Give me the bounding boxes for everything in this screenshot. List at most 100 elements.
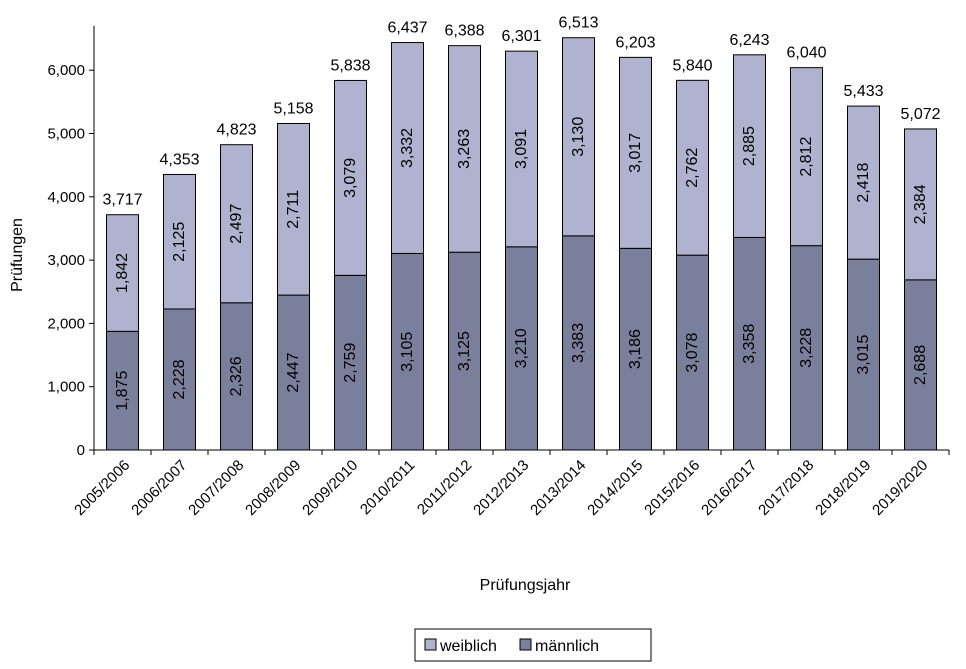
total-label: 5,158: [273, 100, 313, 117]
total-label: 3,717: [102, 192, 142, 209]
bar-weiblich: [106, 214, 139, 332]
x-tick-label: 2015/2016: [641, 457, 703, 519]
total-label: 4,353: [159, 151, 199, 168]
value-label-weiblich: 2,812: [798, 137, 815, 177]
total-label: 6,203: [615, 34, 655, 51]
total-label: 6,437: [387, 20, 427, 37]
y-tick-label: 0: [77, 442, 85, 459]
value-label-weiblich: 1,842: [114, 253, 131, 293]
bar-weiblich: [220, 144, 253, 304]
total-label: 6,243: [729, 32, 769, 49]
value-label-maennlich: 3,078: [684, 332, 701, 372]
value-label-weiblich: 2,762: [684, 148, 701, 188]
y-tick-label: 1,000: [47, 379, 85, 396]
y-tick-label: 5,000: [47, 126, 85, 143]
total-label: 6,301: [501, 28, 541, 45]
bar-weiblich: [448, 45, 481, 253]
x-tick-label: 2012/2013: [470, 457, 532, 519]
total-label: 5,072: [900, 106, 940, 123]
legend-swatch: [519, 638, 532, 651]
bar-maennlich: [505, 246, 538, 451]
value-label-maennlich: 2,688: [912, 345, 929, 385]
bar-weiblich: [505, 50, 538, 248]
value-label-weiblich: 3,263: [456, 129, 473, 169]
bar-weiblich: [676, 79, 709, 256]
total-label: 6,040: [786, 45, 826, 62]
bar-weiblich: [733, 54, 766, 238]
bar-weiblich: [163, 173, 196, 310]
value-label-weiblich: 3,017: [627, 133, 644, 173]
y-tick-label: 6,000: [47, 62, 85, 79]
value-label-weiblich: 2,711: [285, 190, 302, 229]
bar-weiblich: [904, 128, 937, 281]
x-tick-label: 2008/2009: [242, 457, 304, 519]
legend-label: männlich: [535, 638, 599, 655]
bar-weiblich: [277, 122, 310, 296]
value-label-maennlich: 2,759: [342, 343, 359, 383]
y-tick-label: 2,000: [47, 315, 85, 332]
total-label: 5,838: [330, 57, 370, 74]
bar-maennlich: [448, 251, 481, 451]
value-label-weiblich: 2,125: [171, 222, 188, 262]
bar-maennlich: [904, 279, 937, 451]
value-label-maennlich: 3,186: [627, 329, 644, 369]
value-label-maennlich: 2,326: [228, 356, 245, 396]
value-label-weiblich: 2,418: [855, 163, 872, 203]
x-tick-label: 2019/2020: [869, 457, 931, 519]
x-tick-label: 2010/2011: [357, 457, 418, 518]
x-tick-label: 2011/2012: [414, 457, 475, 518]
x-tick-label: 2006/2007: [128, 457, 190, 519]
value-label-maennlich: 3,210: [513, 328, 530, 368]
bar-maennlich: [277, 294, 310, 451]
legend-label: weiblich: [439, 638, 497, 655]
value-label-weiblich: 3,332: [399, 128, 416, 168]
total-label: 5,433: [843, 83, 883, 100]
bar-weiblich: [619, 56, 652, 249]
x-tick-label: 2009/2010: [299, 457, 361, 519]
x-tick-label: 2013/2014: [527, 457, 589, 519]
value-label-maennlich: 3,015: [855, 334, 872, 374]
value-label-weiblich: 3,091: [513, 129, 530, 169]
x-tick-label: 2007/2008: [185, 457, 247, 519]
bar-maennlich: [790, 245, 823, 451]
bar-maennlich: [334, 274, 367, 451]
plot-area: 0 1,000 2,000 3,000 4,000 5,000 6,000 1,875 1,84…: [47, 15, 950, 519]
y-axis-label: Prüfungen: [9, 218, 26, 292]
bar-weiblich: [391, 42, 424, 254]
bar-maennlich: [391, 252, 424, 451]
x-tick-label: 2005/2006: [71, 457, 133, 519]
x-tick-label: 2016/2017: [698, 457, 760, 519]
value-label-maennlich: 1,875: [114, 371, 131, 411]
total-label: 4,823: [216, 122, 256, 139]
value-label-weiblich: 2,885: [741, 126, 758, 166]
value-label-maennlich: 3,125: [456, 331, 473, 371]
value-label-maennlich: 2,447: [285, 352, 302, 392]
bar-maennlich: [163, 308, 196, 451]
bar-weiblich: [334, 79, 367, 276]
bar-maennlich: [220, 302, 253, 451]
x-tick-label: 2018/2019: [812, 457, 874, 519]
bar-weiblich: [847, 105, 880, 260]
bar-maennlich: [733, 236, 766, 451]
value-label-maennlich: 3,358: [741, 324, 758, 364]
value-label-maennlich: 2,228: [171, 359, 188, 399]
total-label: 6,513: [558, 15, 598, 32]
legend-box: [414, 628, 652, 662]
legend: weiblich männlich: [414, 628, 652, 662]
bar-weiblich: [790, 67, 823, 247]
value-label-weiblich: 3,130: [570, 117, 587, 157]
legend-swatch: [424, 638, 437, 651]
bar-maennlich: [847, 258, 880, 451]
bar-maennlich: [676, 254, 709, 451]
value-label-maennlich: 3,105: [399, 332, 416, 372]
value-label-maennlich: 3,383: [570, 323, 587, 363]
x-axis-label: Prüfungsjahr: [480, 577, 571, 594]
bar-maennlich: [619, 247, 652, 451]
total-label: 6,388: [444, 23, 484, 40]
y-tick-label: 4,000: [47, 189, 85, 206]
x-tick-label: 2017/2018: [755, 457, 817, 519]
value-label-maennlich: 3,228: [798, 328, 815, 368]
value-label-weiblich: 2,384: [912, 184, 929, 224]
total-label: 5,840: [672, 57, 712, 74]
